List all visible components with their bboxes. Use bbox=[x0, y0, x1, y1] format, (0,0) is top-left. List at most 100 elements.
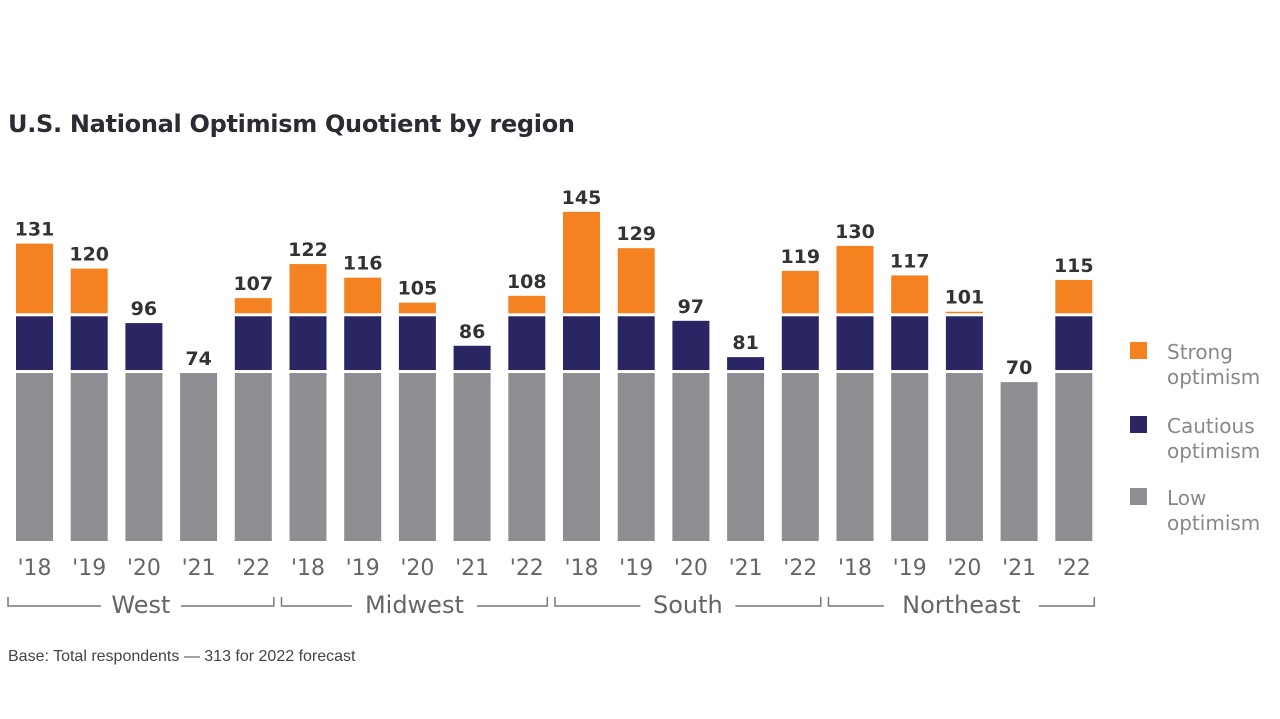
bar-cautious-optimism bbox=[672, 320, 710, 371]
bar-low-optimism bbox=[945, 373, 983, 541]
group-bracket-right bbox=[476, 597, 549, 607]
bar-strong-optimism bbox=[617, 248, 655, 314]
bar-strong-optimism bbox=[344, 277, 382, 314]
bar-cautious-optimism bbox=[125, 323, 163, 371]
bar-cautious-optimism bbox=[398, 316, 436, 371]
data-label: 119 bbox=[780, 246, 820, 268]
bar-low-optimism bbox=[1055, 373, 1093, 541]
x-tick-label: '18 bbox=[564, 556, 598, 581]
bar-strong-optimism bbox=[234, 298, 272, 314]
group-bracket-left bbox=[280, 597, 352, 607]
footnote: Base: Total respondents — 313 for 2022 f… bbox=[8, 648, 356, 665]
bar-cautious-optimism bbox=[836, 316, 874, 371]
data-label: 81 bbox=[732, 332, 758, 354]
bar-cautious-optimism bbox=[344, 316, 382, 371]
x-tick-label: '20 bbox=[674, 556, 708, 581]
x-tick-label: '18 bbox=[838, 556, 872, 581]
bar-low-optimism bbox=[125, 373, 163, 541]
bar-strong-optimism bbox=[70, 268, 108, 314]
bar-low-optimism bbox=[617, 373, 655, 541]
bar-low-optimism bbox=[508, 373, 546, 541]
data-label: 117 bbox=[890, 250, 930, 272]
legend-label: Low bbox=[1167, 486, 1206, 510]
bar-cautious-optimism bbox=[289, 316, 327, 371]
data-label: 145 bbox=[562, 187, 602, 209]
x-tick-label: '18 bbox=[17, 556, 51, 581]
data-label: 115 bbox=[1054, 255, 1094, 277]
legend-swatch bbox=[1130, 342, 1147, 359]
bar-low-optimism bbox=[563, 373, 600, 541]
bar-strong-optimism bbox=[891, 275, 929, 314]
legend-label: Cautious bbox=[1167, 414, 1255, 438]
group-label: Northeast bbox=[902, 591, 1021, 619]
x-tick-label: '22 bbox=[236, 556, 270, 581]
bar-low-optimism bbox=[672, 373, 710, 541]
x-tick-label: '19 bbox=[619, 556, 653, 581]
group-bracket-right bbox=[180, 597, 275, 607]
bar-cautious-optimism bbox=[70, 316, 108, 371]
group-bracket-right bbox=[735, 597, 822, 607]
x-tick-label: '21 bbox=[729, 556, 763, 581]
group-bracket-left bbox=[554, 597, 641, 607]
legend-label: optimism bbox=[1167, 439, 1260, 463]
x-tick-label: '18 bbox=[291, 556, 325, 581]
bar-low-optimism bbox=[289, 373, 327, 541]
data-label: 97 bbox=[678, 296, 704, 318]
data-label: 131 bbox=[15, 219, 55, 241]
bar-cautious-optimism bbox=[1055, 316, 1093, 371]
bar-cautious-optimism bbox=[891, 316, 929, 371]
legend-swatch bbox=[1130, 416, 1147, 433]
legend-label: optimism bbox=[1167, 511, 1260, 535]
bar-low-optimism bbox=[16, 373, 53, 541]
bar-low-optimism bbox=[891, 373, 929, 541]
bar-strong-optimism bbox=[945, 311, 983, 314]
x-tick-label: '20 bbox=[127, 556, 161, 581]
bar-low-optimism bbox=[836, 373, 874, 541]
bar-low-optimism bbox=[1000, 382, 1038, 541]
bar-cautious-optimism bbox=[563, 316, 600, 371]
bar-low-optimism bbox=[70, 373, 108, 541]
bar-cautious-optimism bbox=[781, 316, 819, 371]
bar-strong-optimism bbox=[836, 245, 874, 314]
x-tick-label: '19 bbox=[893, 556, 927, 581]
bar-low-optimism bbox=[344, 373, 382, 541]
x-tick-label: '19 bbox=[72, 556, 106, 581]
bar-strong-optimism bbox=[563, 211, 600, 314]
bar-strong-optimism bbox=[289, 264, 327, 314]
data-label: 105 bbox=[398, 278, 438, 300]
x-tick-label: '20 bbox=[947, 556, 981, 581]
x-tick-label: '21 bbox=[1002, 556, 1036, 581]
bar-cautious-optimism bbox=[234, 316, 272, 371]
group-label: Midwest bbox=[365, 591, 464, 619]
bar-strong-optimism bbox=[508, 295, 546, 314]
data-label: 101 bbox=[945, 287, 985, 309]
bar-cautious-optimism bbox=[508, 316, 546, 371]
group-label: South bbox=[653, 591, 723, 619]
group-bracket-right bbox=[1038, 597, 1096, 607]
bar-cautious-optimism bbox=[16, 316, 53, 371]
data-label: 74 bbox=[185, 348, 211, 370]
data-label: 96 bbox=[131, 298, 157, 320]
bar-strong-optimism bbox=[398, 302, 436, 314]
bar-cautious-optimism bbox=[945, 316, 983, 371]
bar-cautious-optimism bbox=[727, 357, 765, 371]
data-label: 122 bbox=[288, 239, 328, 261]
data-label: 130 bbox=[835, 221, 875, 243]
x-tick-label: '19 bbox=[346, 556, 380, 581]
bar-strong-optimism bbox=[16, 243, 53, 314]
group-bracket-left bbox=[827, 597, 884, 607]
bar-low-optimism bbox=[180, 373, 218, 541]
x-tick-label: '21 bbox=[182, 556, 216, 581]
x-tick-label: '21 bbox=[455, 556, 489, 581]
bar-low-optimism bbox=[398, 373, 436, 541]
bar-low-optimism bbox=[453, 373, 491, 541]
x-tick-label: '22 bbox=[1057, 556, 1091, 581]
bar-strong-optimism bbox=[1055, 279, 1093, 314]
data-label: 70 bbox=[1006, 357, 1032, 379]
bar-cautious-optimism bbox=[617, 316, 655, 371]
data-label: 129 bbox=[616, 223, 656, 245]
bar-low-optimism bbox=[727, 373, 765, 541]
bar-low-optimism bbox=[781, 373, 819, 541]
legend-label: optimism bbox=[1167, 365, 1260, 389]
